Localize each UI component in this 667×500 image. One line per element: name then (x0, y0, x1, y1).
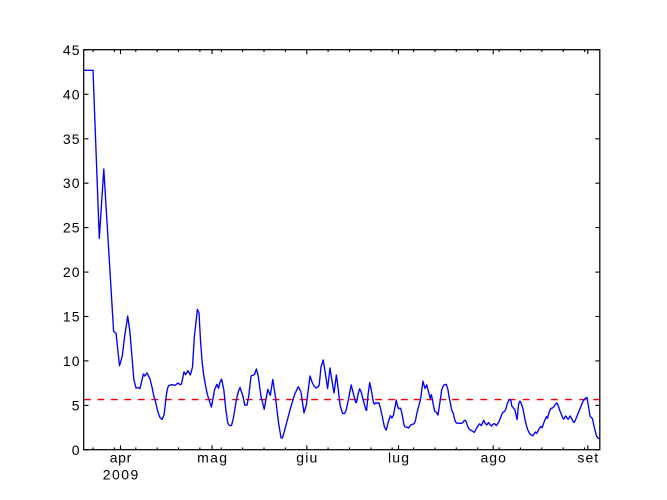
svg-text:35: 35 (63, 131, 80, 147)
svg-text:ago: ago (480, 450, 506, 466)
svg-text:2009: 2009 (103, 467, 139, 483)
svg-text:20: 20 (63, 264, 80, 280)
svg-text:15: 15 (63, 309, 80, 325)
svg-text:40: 40 (63, 86, 80, 102)
svg-text:mag: mag (197, 450, 227, 466)
svg-text:5: 5 (72, 397, 80, 413)
svg-text:set: set (577, 450, 598, 466)
svg-text:lug: lug (388, 450, 409, 466)
svg-text:10: 10 (63, 353, 80, 369)
svg-text:45: 45 (63, 42, 80, 58)
svg-text:25: 25 (63, 220, 80, 236)
svg-text:apr: apr (110, 450, 132, 466)
svg-text:30: 30 (63, 175, 80, 191)
svg-text:0: 0 (72, 442, 80, 458)
svg-text:giu: giu (296, 450, 317, 466)
